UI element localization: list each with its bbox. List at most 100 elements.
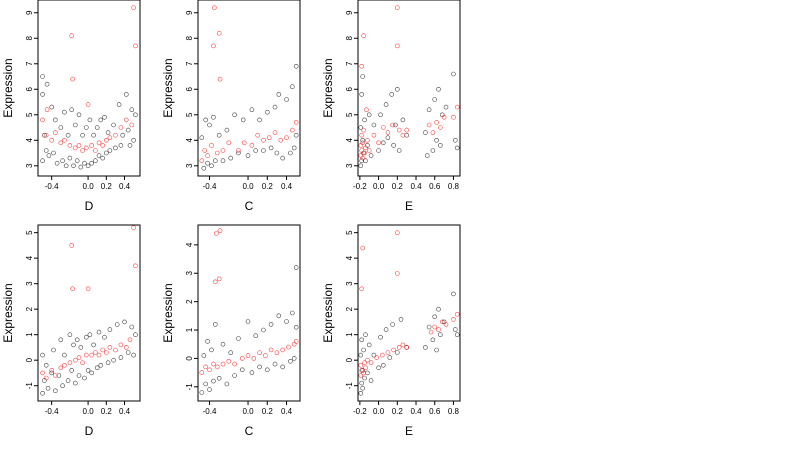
black-data-point	[111, 357, 116, 363]
red-data-point	[240, 356, 245, 361]
red-data-point	[113, 132, 118, 138]
black-data-point	[293, 132, 299, 138]
red-data-point	[133, 263, 138, 269]
red-data-point	[361, 370, 366, 376]
black-data-point	[452, 138, 458, 143]
red-data-point	[43, 375, 49, 381]
red-data-point	[385, 350, 391, 355]
y-tick-label: 7	[185, 61, 194, 66]
red-data-point	[400, 132, 406, 138]
y-tick-label: 4	[345, 138, 354, 143]
black-data-point	[272, 361, 278, 367]
black-data-point	[432, 97, 438, 102]
black-data-point	[360, 385, 366, 391]
black-data-point	[58, 125, 64, 130]
black-data-point	[371, 352, 377, 358]
black-data-point	[426, 107, 432, 112]
red-data-point	[93, 350, 98, 355]
red-data-point	[131, 5, 136, 10]
axes: -0.2 0.0 0.2 0.4 0.6 0.8 -1 0 1 2 3 4 5	[345, 230, 460, 416]
black-data-point	[358, 390, 364, 396]
black-data-point	[46, 153, 52, 158]
x-tick-label: -0.4	[45, 407, 59, 416]
axes: -0.4 0.0 0.2 0.4 -1 0 1 2 3 4 5	[25, 230, 131, 416]
red-data-point	[80, 360, 85, 366]
red-data-point	[394, 43, 400, 49]
red-data-point	[213, 279, 218, 285]
x-tick-label: 0.2	[392, 182, 404, 191]
red-data-point	[366, 148, 372, 153]
red-data-point	[360, 155, 366, 161]
black-data-point	[45, 385, 51, 391]
black-data-point	[291, 356, 297, 361]
red-data-point	[362, 360, 367, 366]
black-data-point	[129, 324, 135, 330]
black-data-point	[203, 381, 208, 387]
black-data-point	[125, 350, 131, 355]
black-data-point	[276, 313, 282, 319]
y-tick-label: 5	[25, 230, 34, 235]
black-data-point	[437, 332, 443, 338]
data-points	[358, 5, 460, 169]
black-data-point	[62, 352, 67, 358]
x-tick-label: 0.4	[410, 182, 422, 191]
red-data-point	[286, 344, 291, 350]
black-data-point	[100, 155, 105, 161]
black-data-point	[394, 87, 400, 92]
black-data-point	[224, 127, 230, 133]
y-axis-label: Expression	[161, 283, 175, 342]
black-data-point	[288, 150, 293, 156]
black-data-point	[220, 158, 226, 163]
black-data-point	[436, 87, 441, 92]
plot-frame	[357, 224, 461, 402]
y-tick-label: 3	[185, 270, 194, 275]
x-tick-label: -0.2	[353, 407, 367, 416]
black-data-point	[52, 117, 58, 123]
axes: -0.2 0.0 0.2 0.4 0.6 0.8 3 4 5 6 7 8 9	[345, 10, 460, 191]
red-data-point	[226, 140, 232, 146]
black-data-point	[58, 337, 64, 343]
black-data-point	[40, 158, 45, 163]
black-data-point	[240, 117, 246, 123]
black-data-point	[91, 132, 96, 138]
black-data-point	[65, 132, 71, 138]
black-data-point	[201, 353, 207, 358]
red-data-point	[454, 311, 460, 317]
y-tick-label: 4	[25, 255, 34, 260]
black-data-point	[209, 163, 214, 169]
black-data-point	[436, 306, 441, 312]
black-data-point	[211, 378, 216, 384]
data-points	[40, 225, 138, 396]
red-data-point	[118, 125, 124, 130]
y-tick-label: 4	[185, 242, 194, 247]
black-data-point	[133, 332, 138, 338]
y-tick-label: 2	[185, 299, 194, 304]
red-data-point	[217, 228, 223, 233]
red-data-point	[96, 140, 102, 146]
data-points	[199, 228, 299, 395]
red-data-point	[358, 373, 364, 378]
scatter-panel-e-top: -0.2 0.0 0.2 0.4 0.6 0.8 3 4 5 6 7 8 9 E Expression	[321, 0, 461, 213]
x-tick-label: -0.4	[45, 182, 59, 191]
scatter-panel-e-bottom: -0.2 0.0 0.2 0.4 0.6 0.8 -1 0 1 2 3 4 5 E Expression	[321, 224, 461, 438]
red-data-point	[124, 345, 129, 350]
y-tick-label: 1	[25, 332, 34, 337]
red-data-point	[40, 370, 45, 376]
black-data-point	[52, 388, 58, 394]
red-data-point	[268, 347, 274, 353]
black-data-point	[378, 112, 383, 118]
black-data-point	[359, 158, 365, 163]
black-data-point	[360, 138, 366, 143]
black-data-point	[264, 109, 270, 115]
red-data-point	[280, 347, 286, 353]
red-data-point	[428, 329, 434, 335]
black-data-point	[245, 153, 251, 158]
red-data-point	[207, 367, 212, 373]
y-tick-label: 3	[345, 163, 354, 168]
black-data-point	[293, 64, 299, 69]
red-data-point	[127, 337, 133, 343]
black-data-point	[268, 145, 274, 151]
black-data-point	[396, 148, 402, 153]
red-data-point	[379, 352, 385, 358]
black-data-point	[393, 122, 398, 128]
